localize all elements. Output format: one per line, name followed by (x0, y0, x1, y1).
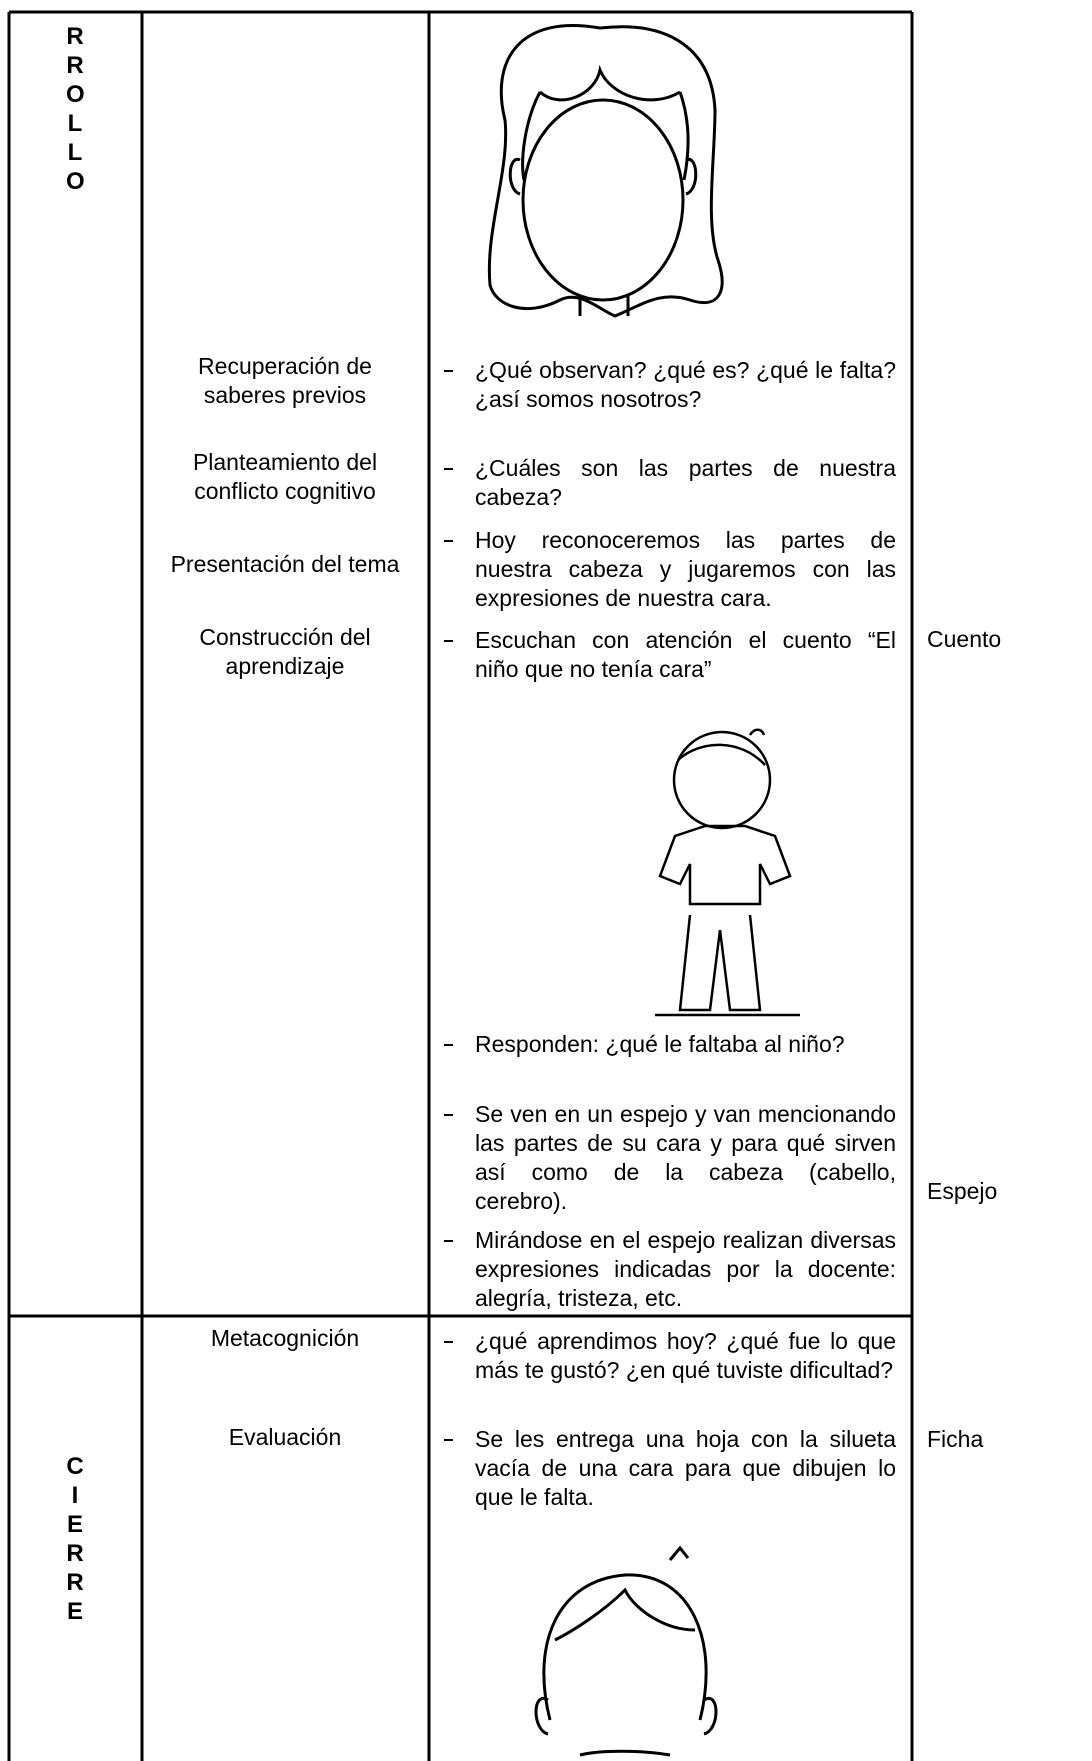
activity: Se ven en un espejo y van mencionando la… (475, 1101, 896, 1214)
activity: ¿Cuáles son las partes de nuestra cabeza… (475, 455, 896, 510)
boy-illustration (655, 728, 800, 1017)
resource: Espejo (927, 1178, 998, 1204)
bullet (444, 468, 453, 470)
resource: Ficha (927, 1426, 984, 1452)
bullet (444, 1044, 453, 1046)
activity: Mirándose en el espejo realizan diversas… (475, 1227, 896, 1311)
girl-illustration (487, 23, 724, 318)
moment: Recuperación de saberes previos (198, 353, 372, 408)
moment: Construcción del aprendizaje (199, 624, 371, 679)
bullet (444, 370, 453, 372)
bullet (444, 640, 453, 642)
activity: Hoy reconoceremos las partes de nuestra … (475, 527, 896, 611)
bullet (444, 1341, 453, 1343)
bullet (444, 540, 453, 542)
boy-head-illustration (534, 1545, 718, 1757)
stage-label: CIERRE (66, 1453, 84, 1625)
moment: Planteamiento del conflicto cognitivo (192, 449, 378, 504)
bullet (444, 1114, 453, 1116)
activity: Escuchan con atención el cuento “El niño… (475, 627, 896, 682)
moment: Evaluación (228, 1424, 342, 1450)
activity: ¿Qué observan? ¿qué es? ¿qué le falta? ¿… (475, 357, 896, 412)
resource: Cuento (927, 626, 1002, 652)
activity: Se les entrega una hoja con la silueta v… (475, 1426, 896, 1510)
moment: Metacognición (210, 1325, 360, 1351)
bullet (444, 1240, 453, 1242)
activity: Responden: ¿qué le faltaba al niño? (475, 1031, 845, 1057)
stage-label: RROLLO (66, 23, 85, 195)
activity: ¿qué aprendimos hoy? ¿qué fue lo que más… (475, 1328, 896, 1383)
moment: Presentación del tema (170, 551, 400, 577)
bullet (444, 1439, 453, 1441)
